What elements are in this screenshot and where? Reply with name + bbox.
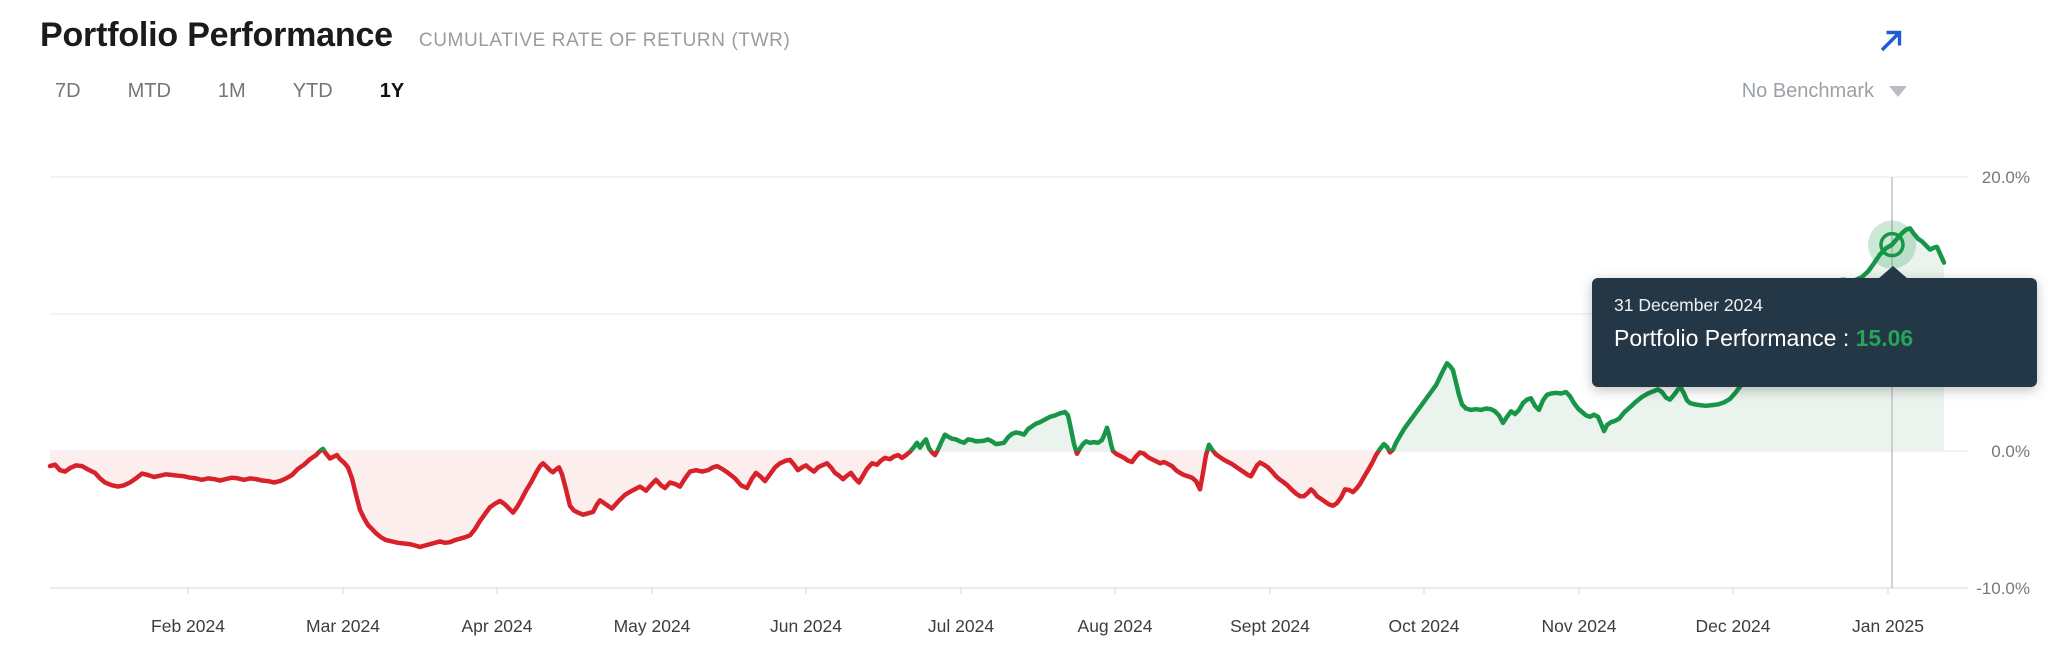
svg-text:Aug 2024: Aug 2024: [1078, 616, 1153, 636]
svg-text:Sept 2024: Sept 2024: [1230, 616, 1310, 636]
axis-labels: 20.0% 0.0% -10.0% Feb 2024 Mar 2024 Apr 2024 M…: [151, 168, 2030, 636]
tab-7d[interactable]: 7D: [55, 80, 81, 102]
svg-text:-10.0%: -10.0%: [1976, 579, 2030, 598]
negative-line-segment: [47, 451, 1395, 550]
chart-subtitle: CUMULATIVE RATE OF RETURN (TWR): [418, 30, 791, 51]
page-title: Portfolio Performance: [40, 16, 393, 54]
svg-text:Nov 2024: Nov 2024: [1542, 616, 1617, 636]
hover-marker-ring[interactable]: [1879, 231, 1905, 258]
negative-fill-area: [50, 451, 1944, 547]
benchmark-selector[interactable]: No Benchmark: [1742, 80, 1907, 103]
positive-line-segment: [316, 226, 1947, 451]
chart-header: Portfolio Performance CUMULATIVE RATE OF…: [40, 16, 790, 55]
svg-text:20.0%: 20.0%: [1982, 168, 2030, 187]
hover-marker-halo: [1868, 220, 1916, 269]
benchmark-label: No Benchmark: [1741, 80, 1874, 102]
tooltip-value: 15.06: [1855, 325, 1914, 351]
svg-text:May 2024: May 2024: [614, 616, 691, 636]
chart-area[interactable]: 20.0% 0.0% -10.0% Feb 2024 Mar 2024 Apr 2024 M…: [0, 120, 2052, 658]
svg-text:Jan 2025: Jan 2025: [1852, 616, 1924, 636]
svg-text:Mar 2024: Mar 2024: [306, 616, 380, 636]
tooltip-series-row: Portfolio Performance : 15.06: [1614, 325, 2015, 352]
svg-text:Oct 2024: Oct 2024: [1388, 616, 1459, 636]
tooltip-series-label: Portfolio Performance: [1614, 325, 1837, 351]
tab-1m[interactable]: 1M: [217, 80, 246, 102]
tab-ytd[interactable]: YTD: [292, 80, 333, 102]
svg-text:Jul 2024: Jul 2024: [928, 616, 994, 636]
expand-arrow-icon[interactable]: [1878, 28, 1904, 54]
svg-text:Apr 2024: Apr 2024: [461, 616, 532, 636]
svg-text:Feb 2024: Feb 2024: [151, 616, 225, 636]
tab-1y[interactable]: 1Y: [379, 80, 405, 102]
chevron-down-icon: [1889, 86, 1907, 97]
positive-fill-area: [50, 228, 1944, 451]
performance-chart: 20.0% 0.0% -10.0% Feb 2024 Mar 2024 Apr 2024 M…: [47, 168, 2030, 636]
svg-text:Jun 2024: Jun 2024: [770, 616, 842, 636]
svg-text:0.0%: 0.0%: [1991, 442, 2030, 461]
tab-mtd[interactable]: MTD: [127, 80, 171, 102]
tooltip-date: 31 December 2024: [1614, 295, 1763, 315]
svg-text:Dec 2024: Dec 2024: [1696, 616, 1771, 636]
range-tabs: 7D MTD 1M YTD 1Y: [55, 80, 404, 103]
chart-tooltip: 31 December 2024 Portfolio Performance :…: [1592, 266, 2037, 387]
tooltip-separator: :: [1836, 325, 1856, 351]
